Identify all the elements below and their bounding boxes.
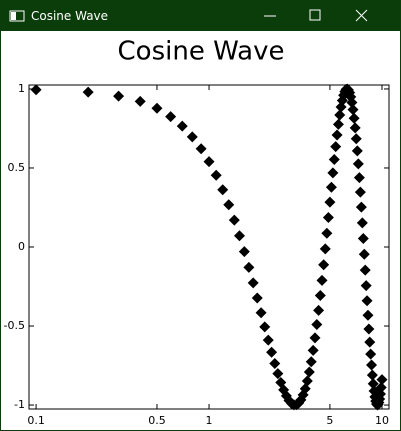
title-bar: Cosine Wave bbox=[1, 0, 400, 31]
app-icon bbox=[9, 10, 25, 21]
marker bbox=[262, 334, 274, 346]
marker bbox=[366, 369, 378, 381]
marker bbox=[272, 368, 284, 380]
marker bbox=[325, 181, 337, 193]
marker bbox=[357, 232, 369, 244]
chart: Cosine Wave -1 -0.5 0 0.5 1 0.1 0.5 1 5 10 bbox=[4, 37, 390, 427]
marker bbox=[318, 259, 330, 271]
marker bbox=[355, 201, 367, 213]
marker bbox=[313, 304, 325, 316]
marker bbox=[348, 112, 360, 124]
marker bbox=[309, 332, 321, 344]
marker bbox=[365, 348, 377, 360]
marker bbox=[366, 359, 378, 371]
marker bbox=[266, 346, 278, 358]
marker bbox=[314, 290, 326, 302]
marker bbox=[376, 374, 388, 386]
marker bbox=[374, 388, 386, 400]
marker bbox=[352, 158, 364, 170]
marker bbox=[361, 295, 373, 307]
marker bbox=[30, 84, 42, 96]
marker bbox=[327, 167, 339, 179]
marker bbox=[363, 323, 375, 335]
marker bbox=[259, 321, 271, 333]
marker bbox=[243, 261, 255, 273]
marker bbox=[354, 186, 366, 198]
marker bbox=[134, 95, 146, 107]
marker bbox=[255, 307, 267, 319]
marker bbox=[346, 97, 358, 109]
x-tick-label: 0.5 bbox=[148, 414, 166, 427]
x-tick-label: 10 bbox=[375, 414, 389, 427]
marker bbox=[151, 102, 163, 114]
x-tick-label: 1 bbox=[206, 414, 213, 427]
marker bbox=[332, 118, 344, 130]
marker bbox=[176, 120, 188, 132]
marker bbox=[233, 230, 245, 242]
marker bbox=[301, 375, 313, 387]
marker bbox=[353, 172, 365, 184]
marker bbox=[328, 153, 340, 165]
marker bbox=[113, 90, 125, 102]
x-tick-label: 5 bbox=[326, 414, 333, 427]
marker bbox=[367, 378, 379, 390]
marker bbox=[359, 264, 371, 276]
marker bbox=[269, 357, 281, 369]
marker bbox=[349, 122, 361, 134]
maximize[interactable] bbox=[309, 9, 321, 21]
marker bbox=[356, 217, 368, 229]
y-tick-label: 0.5 bbox=[8, 161, 26, 174]
marker bbox=[82, 86, 94, 98]
marker bbox=[311, 318, 323, 330]
marker bbox=[362, 309, 374, 321]
marker bbox=[217, 184, 229, 196]
y-tick-label: 0 bbox=[18, 240, 25, 253]
marker bbox=[316, 274, 328, 286]
marker bbox=[238, 246, 250, 258]
marker bbox=[350, 133, 362, 145]
close[interactable] bbox=[355, 9, 368, 22]
marker bbox=[305, 356, 317, 368]
marker bbox=[303, 366, 315, 378]
marker bbox=[319, 243, 331, 255]
marker bbox=[299, 383, 311, 395]
marker bbox=[360, 280, 372, 292]
marker bbox=[165, 111, 177, 123]
marker bbox=[324, 196, 336, 208]
marker bbox=[307, 344, 319, 356]
marker bbox=[210, 169, 222, 181]
marker bbox=[334, 109, 346, 121]
marker bbox=[330, 141, 342, 153]
y-tick-label: 1 bbox=[18, 82, 25, 95]
marker bbox=[228, 214, 240, 226]
marker bbox=[251, 292, 263, 304]
marker bbox=[351, 145, 363, 157]
y-tick-label: -1 bbox=[14, 398, 25, 411]
window-title: Cosine Wave bbox=[31, 8, 109, 23]
marker bbox=[186, 131, 198, 143]
marker bbox=[247, 277, 259, 289]
marker bbox=[321, 227, 333, 239]
x-tick-label: 0.1 bbox=[27, 414, 45, 427]
marker bbox=[331, 129, 343, 141]
marker bbox=[347, 104, 359, 116]
y-tick-label: -0.5 bbox=[4, 319, 25, 332]
marker bbox=[358, 248, 370, 260]
marker bbox=[322, 211, 334, 223]
marker bbox=[195, 143, 207, 155]
chart-title: Cosine Wave bbox=[118, 37, 285, 67]
marker bbox=[203, 156, 215, 168]
marker bbox=[364, 336, 376, 348]
window-controls[interactable] bbox=[260, 0, 400, 31]
marker bbox=[375, 382, 387, 394]
marker bbox=[223, 199, 235, 211]
